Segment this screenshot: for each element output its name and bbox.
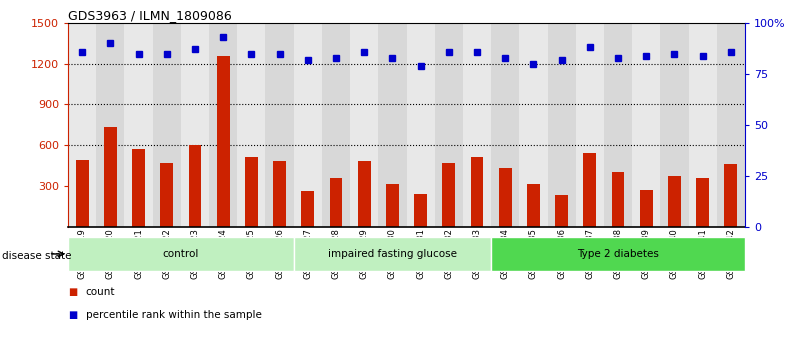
Bar: [491, 237, 745, 271]
Bar: [576, 23, 604, 227]
Text: ■: ■: [68, 310, 78, 320]
Bar: [471, 157, 483, 227]
Text: percentile rank within the sample: percentile rank within the sample: [86, 310, 262, 320]
Bar: [104, 127, 117, 227]
Bar: [414, 194, 427, 227]
Bar: [689, 23, 717, 227]
Bar: [604, 23, 632, 227]
Bar: [132, 149, 145, 227]
Bar: [68, 23, 96, 227]
Text: Type 2 diabetes: Type 2 diabetes: [577, 249, 659, 259]
Bar: [583, 153, 596, 227]
Bar: [294, 23, 322, 227]
Text: impaired fasting glucose: impaired fasting glucose: [328, 249, 457, 259]
Bar: [96, 23, 124, 227]
Bar: [76, 160, 89, 227]
Bar: [189, 145, 201, 227]
Bar: [668, 176, 681, 227]
Bar: [696, 178, 709, 227]
Bar: [519, 23, 548, 227]
Bar: [442, 163, 455, 227]
Bar: [124, 23, 153, 227]
Bar: [322, 23, 350, 227]
Bar: [301, 191, 314, 227]
Text: disease state: disease state: [2, 251, 71, 261]
Bar: [265, 23, 294, 227]
Bar: [237, 23, 265, 227]
Bar: [217, 56, 230, 227]
Bar: [273, 161, 286, 227]
Bar: [717, 23, 745, 227]
Bar: [555, 195, 568, 227]
Bar: [527, 184, 540, 227]
Text: control: control: [163, 249, 199, 259]
Bar: [181, 23, 209, 227]
Bar: [160, 163, 173, 227]
Bar: [640, 190, 653, 227]
Bar: [350, 23, 378, 227]
Bar: [660, 23, 689, 227]
Bar: [386, 184, 399, 227]
Bar: [153, 23, 181, 227]
Bar: [358, 161, 371, 227]
Bar: [632, 23, 660, 227]
Text: ■: ■: [68, 287, 78, 297]
Bar: [294, 237, 491, 271]
Bar: [378, 23, 406, 227]
Bar: [330, 178, 342, 227]
Text: count: count: [86, 287, 115, 297]
Bar: [491, 23, 519, 227]
Bar: [463, 23, 491, 227]
Text: GDS3963 / ILMN_1809086: GDS3963 / ILMN_1809086: [68, 9, 231, 22]
Bar: [406, 23, 435, 227]
Bar: [548, 23, 576, 227]
Bar: [499, 168, 512, 227]
Bar: [724, 164, 737, 227]
Bar: [209, 23, 237, 227]
Bar: [435, 23, 463, 227]
Bar: [68, 237, 294, 271]
Bar: [612, 172, 624, 227]
Bar: [245, 157, 258, 227]
